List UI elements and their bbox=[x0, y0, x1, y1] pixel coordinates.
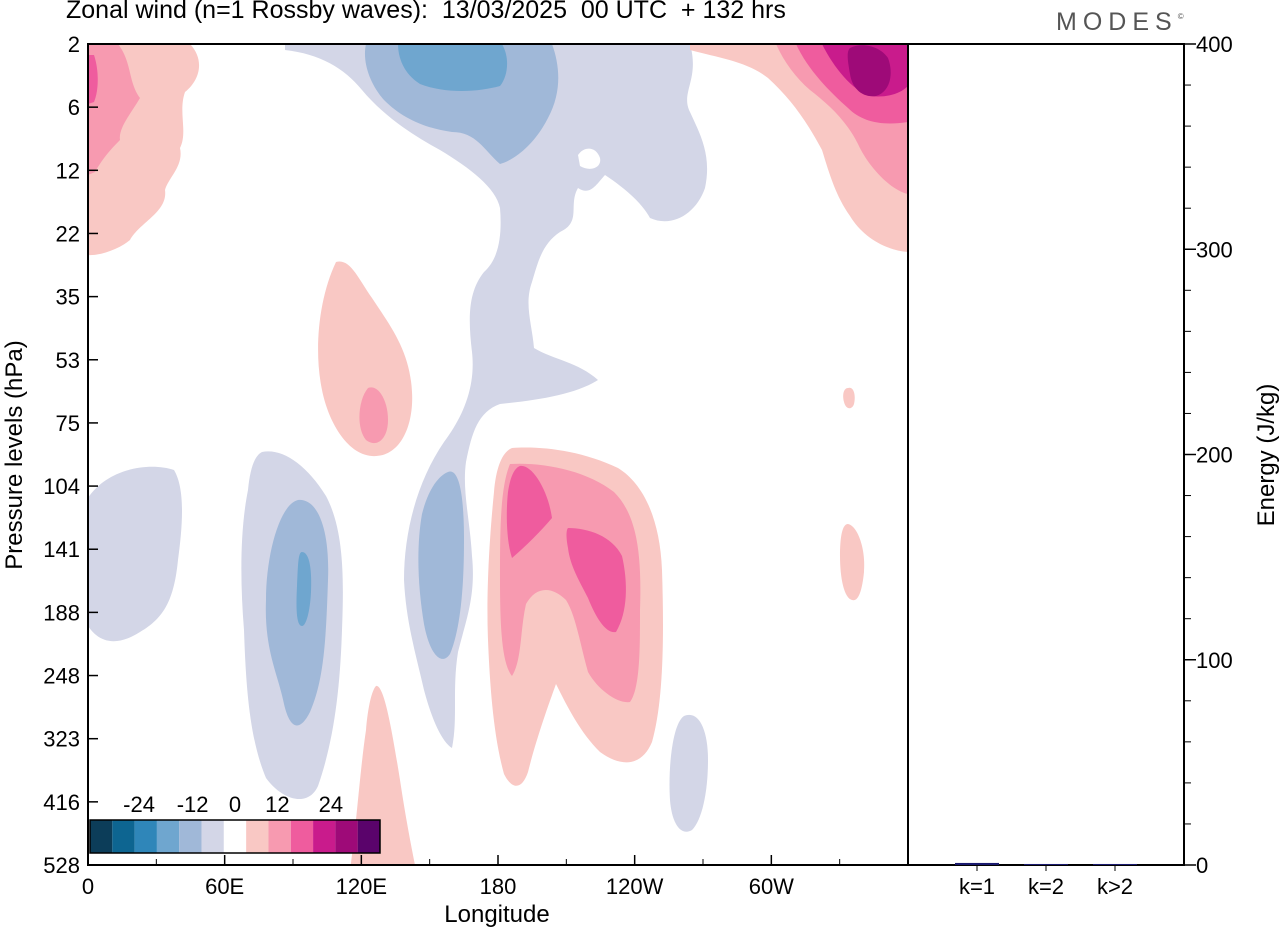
x-tick-label: 60W bbox=[749, 874, 794, 899]
y-tick-label: 188 bbox=[43, 600, 80, 625]
y-tick-label: 53 bbox=[56, 348, 80, 373]
x-tick-label: 120W bbox=[606, 874, 664, 899]
energy-cat-label: k=1 bbox=[959, 874, 995, 899]
y-tick-label: 22 bbox=[56, 221, 80, 246]
energy-tick-label: 200 bbox=[1196, 443, 1233, 468]
y-tick-label: 2 bbox=[68, 32, 80, 57]
contour-pos-top-right-peak bbox=[847, 45, 891, 97]
energy-bars: k=1 k=2 k>2 bbox=[955, 862, 1137, 899]
colorbar-tick-label: 12 bbox=[265, 792, 289, 817]
x-tick-label: 180 bbox=[480, 874, 517, 899]
y-tick-label: 141 bbox=[43, 537, 80, 562]
contour-neg-150e-inner bbox=[418, 471, 464, 659]
contour-pos-180-inner-right bbox=[566, 528, 626, 633]
energy-bar bbox=[955, 862, 999, 865]
contour-hole-top bbox=[578, 148, 601, 169]
contour-neg-20e bbox=[88, 466, 182, 642]
y-axis-label: Pressure levels (hPa) bbox=[1, 340, 28, 569]
contour-pos-180-inner-left bbox=[506, 465, 552, 558]
colorbar-swatch bbox=[335, 820, 358, 853]
colorbar-tick-label: 24 bbox=[319, 792, 343, 817]
colorbar-swatch bbox=[290, 820, 314, 853]
contour-pos-120e-outer bbox=[318, 261, 413, 457]
energy-axis-label: Energy (J/kg) bbox=[1253, 384, 1280, 527]
y-tick-label: 6 bbox=[68, 95, 80, 120]
energy-bar bbox=[1093, 863, 1137, 865]
y-tick-label: 248 bbox=[43, 664, 80, 689]
y-tick-label: 323 bbox=[43, 727, 80, 752]
colorbar-swatch bbox=[179, 820, 202, 853]
energy-frame bbox=[907, 43, 1185, 866]
y-tick-label: 104 bbox=[43, 474, 80, 499]
energy-cat-label: k=2 bbox=[1028, 874, 1064, 899]
colorbar-swatch bbox=[134, 820, 157, 853]
colorbar-swatch bbox=[90, 820, 113, 853]
colorbar-swatch bbox=[268, 820, 291, 853]
colorbar-tick-label: -12 bbox=[177, 792, 209, 817]
colorbar-tick-label: 0 bbox=[229, 792, 241, 817]
colorbar-tick-label: -24 bbox=[123, 792, 155, 817]
y-axis: 2 6 12 22 35 53 75 104 141 188 248 323 416 528 bbox=[43, 32, 98, 878]
contour-field bbox=[88, 44, 908, 865]
colorbar-swatch bbox=[246, 820, 269, 853]
energy-tick-label: 300 bbox=[1196, 237, 1233, 262]
brand-name: MODES bbox=[1056, 8, 1178, 36]
y-tick-label: 75 bbox=[56, 411, 80, 436]
colorbar-swatch bbox=[201, 820, 224, 853]
x-axis-label: Longitude bbox=[444, 901, 549, 928]
x-axis: 0 60E 120E 180 120W 60W bbox=[82, 855, 841, 899]
energy-tick-label: 0 bbox=[1196, 853, 1208, 878]
colorbar-swatch bbox=[357, 820, 380, 853]
y-tick-label: 35 bbox=[56, 285, 80, 310]
contour-neg-90e-inner bbox=[296, 552, 312, 626]
contour-pos-spot-lower bbox=[840, 524, 865, 601]
energy-bar bbox=[1024, 863, 1068, 865]
contour-pos-120e-inner bbox=[359, 387, 388, 444]
colorbar-swatch bbox=[313, 820, 336, 853]
y-tick-label: 416 bbox=[43, 790, 80, 815]
chart-title: Zonal wind (n=1 Rossby waves): 13/03/202… bbox=[66, 0, 786, 24]
contour-neg-top-outer bbox=[285, 44, 708, 748]
colorbar-swatch bbox=[223, 820, 247, 853]
energy-tick-label: 400 bbox=[1196, 32, 1233, 57]
contour-neg-top-inner bbox=[398, 44, 508, 91]
y-tick-label: 528 bbox=[43, 853, 80, 878]
contour-pos-spot-upper bbox=[843, 387, 855, 409]
x-tick-label: 60E bbox=[205, 874, 244, 899]
energy-cat-label: k>2 bbox=[1097, 874, 1133, 899]
colorbar-swatch bbox=[156, 820, 180, 853]
energy-tick-label: 100 bbox=[1196, 648, 1233, 673]
x-tick-label: 120E bbox=[336, 874, 387, 899]
energy-axis: 0 100 200 300 400 bbox=[1184, 32, 1233, 878]
x-tick-label: 0 bbox=[82, 874, 94, 899]
colorbar-frame bbox=[89, 819, 381, 854]
contour-pos-top-left-inner bbox=[88, 55, 98, 104]
y-tick-label: 12 bbox=[56, 158, 80, 183]
contour-pos-top-left-mid bbox=[88, 44, 140, 175]
colorbar: -24 -12 0 12 24 bbox=[89, 792, 381, 854]
colorbar-swatch bbox=[112, 820, 135, 853]
contour-neg-90w bbox=[669, 714, 708, 832]
brand-mark: © bbox=[1177, 12, 1184, 21]
brand-logo: MODES© bbox=[1056, 8, 1184, 37]
